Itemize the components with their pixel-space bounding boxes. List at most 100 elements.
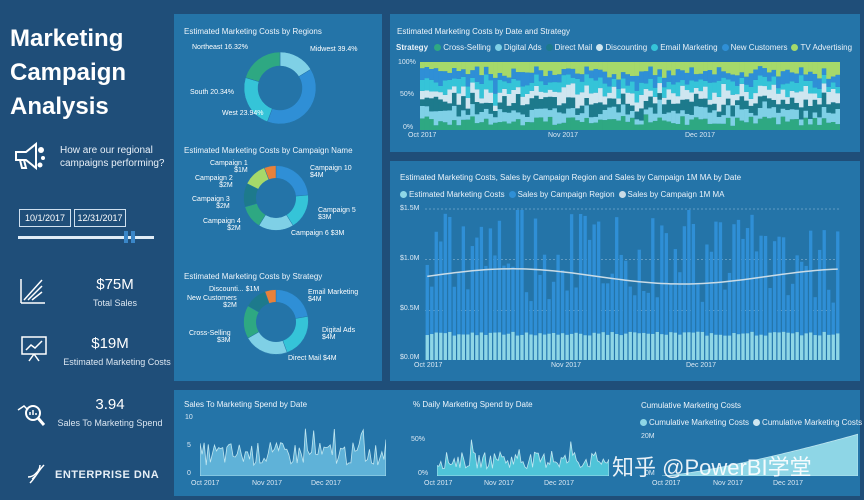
strategy-slice-2[interactable] <box>247 331 288 355</box>
marketing-cost-bar[interactable] <box>655 331 659 360</box>
sales-bar[interactable] <box>732 224 736 360</box>
campaign-slice-6[interactable] <box>264 165 277 180</box>
sales-bar[interactable] <box>682 226 687 360</box>
sales-bar[interactable] <box>745 228 750 360</box>
sales-bar[interactable] <box>475 237 479 360</box>
marketing-cost-bar[interactable] <box>542 334 547 360</box>
sales-bar[interactable] <box>642 290 646 360</box>
sales-bar[interactable] <box>461 226 465 360</box>
sales-bar[interactable] <box>443 213 447 360</box>
marketing-cost-bar[interactable] <box>484 334 488 360</box>
sales-bar[interactable] <box>800 261 804 360</box>
sales-bar[interactable] <box>425 264 429 360</box>
marketing-cost-bar[interactable] <box>664 334 668 360</box>
sales-bar[interactable] <box>592 224 596 360</box>
sales-bar[interactable] <box>560 270 565 360</box>
strategy-donut-chart[interactable] <box>240 286 312 358</box>
marketing-cost-bar[interactable] <box>750 331 754 360</box>
sales-bar[interactable] <box>502 265 506 360</box>
regions-donut-chart[interactable] <box>240 48 320 128</box>
marketing-cost-bar[interactable] <box>660 334 664 360</box>
combo-legend-item-0[interactable]: Estimated Marketing Costs <box>396 190 505 199</box>
sales-bar[interactable] <box>818 249 822 360</box>
marketing-cost-bar[interactable] <box>651 333 655 360</box>
combo-legend-item-1[interactable]: Sales by Campaign Region <box>505 190 615 199</box>
sales-bar[interactable] <box>488 228 493 360</box>
sales-bar[interactable] <box>624 260 628 360</box>
sales-bar[interactable] <box>669 283 673 360</box>
sales-bar[interactable] <box>822 230 826 360</box>
marketing-cost-bar[interactable] <box>624 333 628 360</box>
marketing-cost-bar[interactable] <box>556 334 560 360</box>
sales-bar[interactable] <box>551 281 556 360</box>
marketing-cost-bar[interactable] <box>822 331 826 360</box>
marketing-cost-bar[interactable] <box>637 333 641 360</box>
marketing-cost-bar[interactable] <box>745 333 750 360</box>
marketing-cost-bar[interactable] <box>520 334 524 360</box>
marketing-cost-bar[interactable] <box>497 332 502 360</box>
costs-sales-combo-chart[interactable] <box>425 208 840 360</box>
sales-bar[interactable] <box>759 235 763 360</box>
sales-to-spend-area-chart[interactable] <box>200 418 386 476</box>
sales-bar[interactable] <box>430 286 434 360</box>
marketing-cost-bar[interactable] <box>818 335 822 360</box>
sales-bar[interactable] <box>529 301 533 360</box>
marketing-cost-bar[interactable] <box>646 333 650 360</box>
marketing-cost-bar[interactable] <box>777 332 781 360</box>
sales-bar[interactable] <box>691 223 696 360</box>
sales-bar[interactable] <box>615 217 619 360</box>
combo-legend-item-2[interactable]: Sales by Campaign 1M MA <box>615 190 724 199</box>
sales-bar[interactable] <box>786 295 790 360</box>
marketing-cost-bar[interactable] <box>475 335 479 360</box>
date-strategy-stacked-chart[interactable] <box>420 62 840 130</box>
marketing-cost-bar[interactable] <box>736 334 741 360</box>
marketing-cost-bar[interactable] <box>434 332 438 360</box>
marketing-cost-bar[interactable] <box>813 335 817 360</box>
marketing-cost-bar[interactable] <box>479 332 484 360</box>
marketing-cost-bar[interactable] <box>547 333 551 360</box>
sales-bar[interactable] <box>750 214 754 360</box>
sales-bar[interactable] <box>511 266 515 360</box>
sales-bar[interactable] <box>678 272 682 360</box>
sales-bar[interactable] <box>470 246 475 360</box>
marketing-cost-bar[interactable] <box>443 333 447 360</box>
marketing-cost-bar[interactable] <box>696 331 700 360</box>
sales-bar[interactable] <box>664 233 668 360</box>
marketing-cost-bar[interactable] <box>583 335 587 360</box>
sales-bar[interactable] <box>723 289 727 360</box>
sales-bar[interactable] <box>484 265 488 360</box>
strategy-legend-item-4[interactable]: Email Marketing <box>647 43 718 52</box>
marketing-cost-bar[interactable] <box>836 333 840 360</box>
sales-bar[interactable] <box>506 263 511 360</box>
sales-bar[interactable] <box>597 221 601 360</box>
date-slider-track[interactable] <box>18 236 154 239</box>
marketing-cost-bar[interactable] <box>533 335 538 360</box>
sales-bar[interactable] <box>466 289 470 360</box>
marketing-cost-bar[interactable] <box>831 334 835 360</box>
marketing-cost-bar[interactable] <box>457 334 461 360</box>
strategy-slice-0[interactable] <box>275 289 309 319</box>
marketing-cost-bar[interactable] <box>597 333 601 360</box>
marketing-cost-bar[interactable] <box>642 332 646 360</box>
marketing-cost-bar[interactable] <box>691 332 696 360</box>
sales-bar[interactable] <box>772 241 777 360</box>
daily-spend-area-chart[interactable] <box>437 428 609 476</box>
marketing-cost-bar[interactable] <box>551 332 556 360</box>
sales-bar[interactable] <box>836 231 840 360</box>
sales-bar[interactable] <box>633 295 637 360</box>
campaign-slice-0[interactable] <box>275 165 309 197</box>
sales-bar[interactable] <box>497 220 502 360</box>
marketing-cost-bar[interactable] <box>569 333 574 360</box>
sales-bar[interactable] <box>795 255 799 360</box>
sales-bar[interactable] <box>515 210 520 360</box>
marketing-cost-bar[interactable] <box>678 334 682 360</box>
marketing-cost-bar[interactable] <box>425 335 429 360</box>
sales-bar[interactable] <box>610 273 614 360</box>
sales-bar[interactable] <box>709 251 714 360</box>
marketing-cost-bar[interactable] <box>493 332 497 360</box>
cumulative-legend-item-0[interactable]: Cumulative Marketing Costs <box>636 418 749 427</box>
moving-average-line[interactable] <box>427 268 838 285</box>
marketing-cost-bar[interactable] <box>700 331 705 360</box>
marketing-cost-bar[interactable] <box>524 332 529 360</box>
marketing-cost-bar[interactable] <box>578 333 583 360</box>
